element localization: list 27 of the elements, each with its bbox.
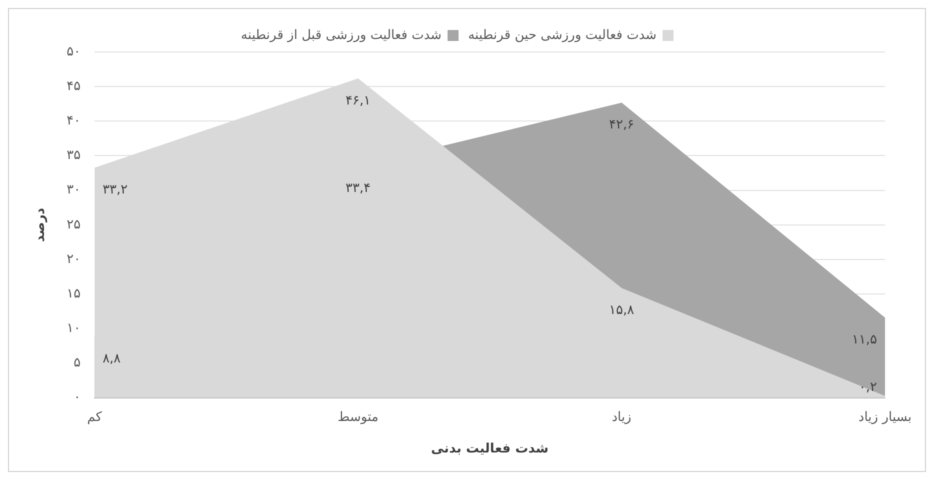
legend-label: شدت فعالیت ورزشی حین قرنطینه [468, 28, 657, 43]
x-tick-label: زیاد [612, 410, 632, 425]
y-tick-label: ۴۰ [66, 114, 81, 129]
data-label: ۴۲,۶ [608, 118, 634, 133]
data-label: ۱۱,۵ [852, 332, 878, 348]
data-label: ۸,۸ [102, 351, 121, 366]
y-tick-label: ۱۰ [66, 321, 81, 336]
y-tick-label: ۱۵ [66, 286, 81, 302]
data-label: ۳۳,۴ [345, 181, 371, 196]
data-label: ۴۶,۱ [345, 93, 371, 108]
data-label: ۰,۲ [858, 380, 878, 396]
y-tick-label: ۴۵ [66, 78, 81, 94]
y-tick-label: ۰ [74, 390, 81, 406]
x-tick-label: کم [87, 410, 103, 425]
x-tick-label: بسیار زیاد [858, 410, 912, 425]
y-tick-label: ۲۰ [66, 252, 81, 267]
legend-label: شدت فعالیت ورزشی قبل از قرنطینه [240, 28, 442, 43]
y-tick-label: ۲۵ [66, 217, 81, 232]
y-tick-label: ۳۵ [66, 148, 81, 164]
y-tick-label: ۵۰ [66, 44, 81, 60]
y-tick-label: ۵ [74, 356, 81, 371]
data-label: ۱۵,۸ [608, 302, 634, 318]
y-axis-title: درصد [33, 207, 48, 242]
x-axis-title: شدت فعالیت بدنی [431, 442, 549, 457]
x-tick-label: متوسط [338, 410, 378, 425]
data-label: ۳۳,۲ [102, 182, 128, 198]
y-tick-label: ۳۰ [66, 182, 81, 198]
